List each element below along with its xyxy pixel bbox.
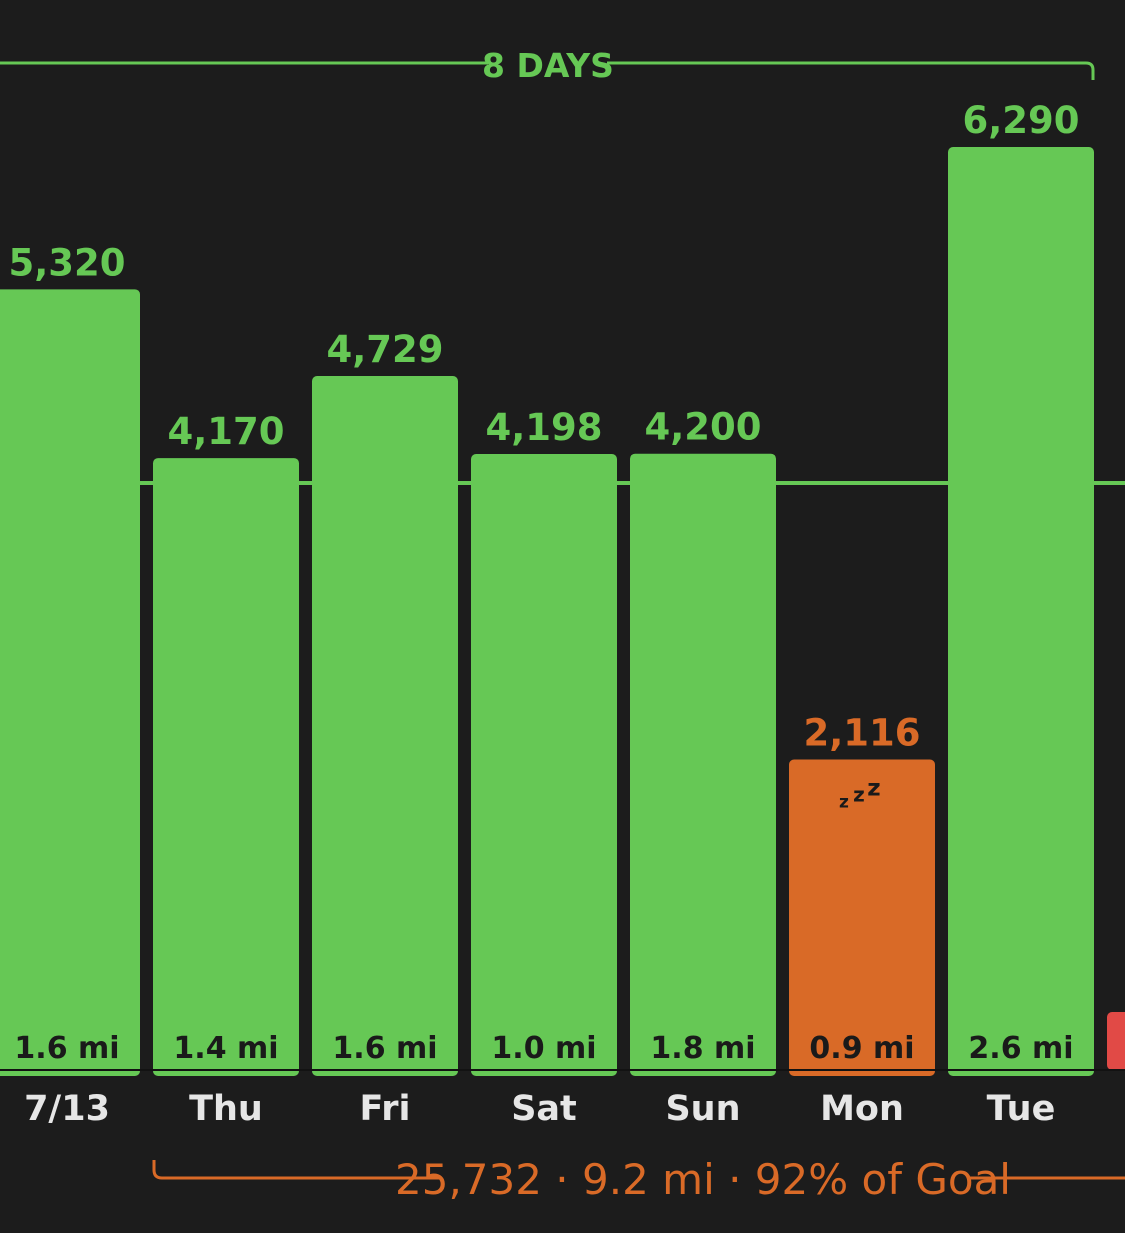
sleep-z: z	[867, 775, 880, 801]
summary-bracket: 25,732 · 9.2 mi · 92% of Goal	[152, 1155, 1125, 1204]
bar-distance-label: 0.9 mi	[809, 1031, 914, 1066]
days-bracket: 8 DAYS	[0, 46, 1095, 85]
bar-value-label: 4,198	[485, 406, 602, 449]
bars-group: 5,320 1.6 mi 7/13 4,170 1.4 mi Thu 4,729 1.6 mi…	[0, 99, 1094, 1129]
summary-text: 25,732 · 9.2 mi · 92% of Goal	[395, 1155, 1011, 1204]
bar-distance-label: 1.4 mi	[173, 1031, 278, 1066]
bar-value-label: 4,170	[167, 410, 284, 453]
bar-distance-label: 1.6 mi	[332, 1031, 437, 1066]
x-tick-label: Sat	[511, 1089, 577, 1129]
bar-value-label: 4,200	[644, 406, 761, 449]
x-tick-label: Mon	[820, 1089, 904, 1129]
x-tick-label: 7/13	[24, 1089, 110, 1129]
bar	[312, 376, 458, 1076]
bar	[471, 453, 617, 1076]
sleep-z: z	[839, 792, 849, 812]
bar	[789, 759, 935, 1076]
next-day-bar-partial	[1107, 1012, 1125, 1070]
sleep-z: z	[853, 782, 865, 806]
x-tick-label: Tue	[987, 1089, 1056, 1129]
bar-distance-label: 1.6 mi	[14, 1031, 119, 1066]
bar	[630, 453, 776, 1077]
bar-value-label: 5,320	[8, 241, 125, 284]
bar	[153, 458, 299, 1077]
bar-value-label: 4,729	[326, 328, 443, 371]
bar-distance-label: 2.6 mi	[968, 1031, 1073, 1066]
bar-distance-label: 1.0 mi	[491, 1031, 596, 1066]
summary-bracket-left	[152, 1160, 440, 1180]
x-tick-label: Thu	[189, 1089, 263, 1129]
bar-value-label: 2,116	[803, 711, 920, 754]
x-tick-label: Sun	[665, 1089, 740, 1129]
days-label: 8 DAYS	[482, 46, 614, 85]
x-tick-label: Fri	[360, 1089, 411, 1129]
bar-distance-label: 1.8 mi	[650, 1031, 755, 1066]
bar	[0, 289, 140, 1076]
bar	[948, 147, 1094, 1076]
bar-value-label: 6,290	[962, 99, 1079, 142]
days-bracket-corner	[1085, 61, 1095, 80]
